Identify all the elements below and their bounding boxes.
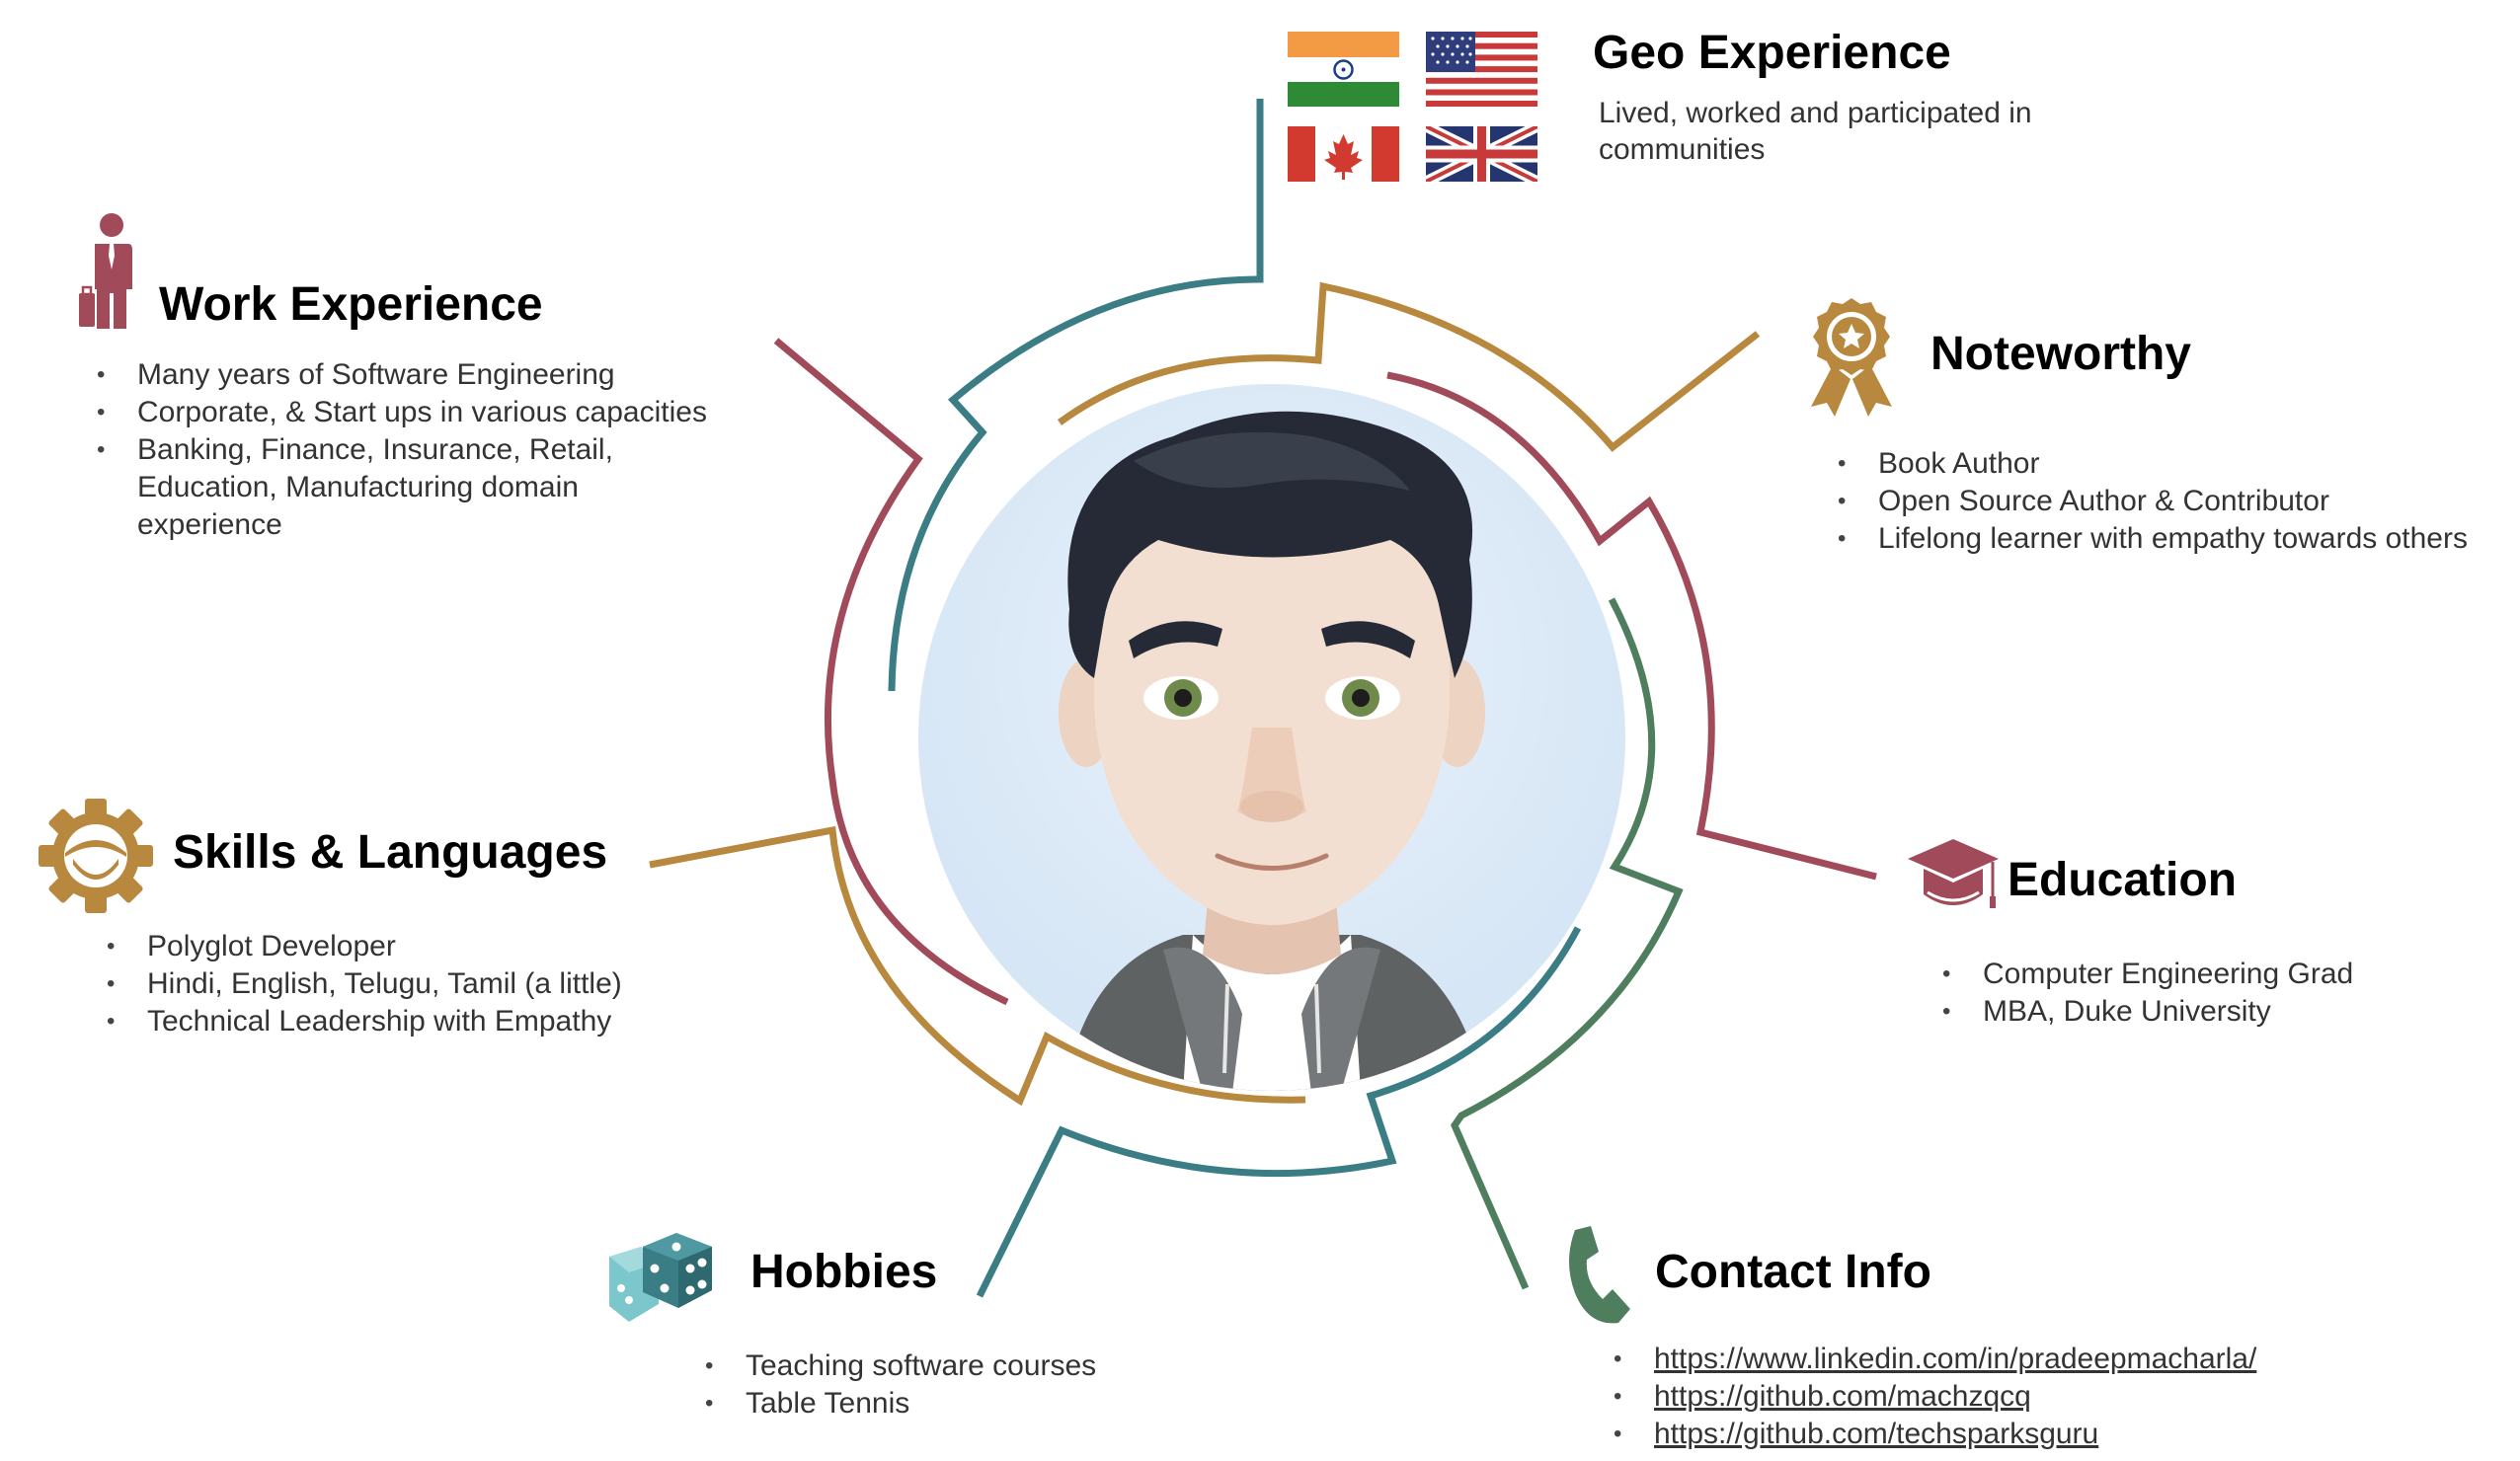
list-item: Computer Engineering Grad (1942, 956, 2456, 993)
list-item: Open Source Author & Contributor (1838, 483, 2519, 520)
hobbies-connector (976, 926, 1582, 1298)
noteworthy-title: Noteworthy (1930, 328, 2191, 380)
list-item: Polyglot Developer (107, 928, 739, 965)
profile-avatar (916, 382, 1627, 1093)
list-item: Teaching software courses (705, 1347, 1219, 1385)
usa-flag-icon (1426, 32, 1537, 107)
noteworthy-connector (1057, 281, 1761, 452)
list-item: Corporate, & Start ups in various capaci… (97, 394, 788, 431)
dice-icon (607, 1229, 714, 1328)
list-item: MBA, Duke University (1942, 993, 2456, 1031)
hobbies-list: Teaching software courses Table Tennis (705, 1347, 1219, 1423)
list-item: Technical Leadership with Empathy (107, 1003, 739, 1040)
github-link-item: https://github.com/techsparksguru (1614, 1416, 2502, 1453)
hobbies-title: Hobbies (750, 1246, 938, 1298)
list-item: Table Tennis (705, 1385, 1219, 1423)
skills-title: Skills & Languages (173, 826, 608, 879)
award-ribbon-icon (1803, 296, 1900, 417)
education-title: Education (2008, 854, 2238, 906)
github-techsparksguru-link[interactable]: https://github.com/techsparksguru (1654, 1418, 2099, 1450)
canada-flag-icon (1288, 126, 1399, 182)
list-item: Lifelong learner with empathy towards ot… (1838, 520, 2519, 558)
list-item: Hindi, English, Telugu, Tamil (a little) (107, 965, 739, 1003)
skills-connector (649, 825, 1306, 1107)
linkedin-link-item: https://www.linkedin.com/in/pradeepmacha… (1614, 1341, 2502, 1378)
list-item: Many years of Software Engineering (97, 356, 788, 394)
graduation-cap-icon (1906, 837, 2001, 918)
work-experience-title: Work Experience (159, 278, 543, 331)
contact-title: Contact Info (1655, 1246, 1931, 1298)
github-machzqcq-link[interactable]: https://github.com/machzqcq (1654, 1380, 2031, 1413)
businessman-icon (77, 212, 136, 329)
gear-icon (38, 798, 154, 914)
linkedin-link[interactable]: https://www.linkedin.com/in/pradeepmacha… (1654, 1343, 2257, 1375)
geo-connector (888, 99, 1264, 692)
list-item: Banking, Finance, Insurance, Retail, Edu… (97, 431, 730, 544)
india-flag-icon (1288, 32, 1399, 107)
uk-flag-icon (1423, 121, 1540, 187)
contact-connector (1451, 597, 1684, 1290)
work-connector (773, 338, 1009, 1006)
list-item: Book Author (1838, 445, 2519, 483)
contact-list: https://www.linkedin.com/in/pradeepmacha… (1614, 1341, 2502, 1453)
github-link-item: https://github.com/machzqcq (1614, 1378, 2502, 1416)
geo-experience-title: Geo Experience (1593, 27, 1951, 79)
phone-icon (1565, 1224, 1634, 1328)
geo-experience-description: Lived, worked and participated in commun… (1599, 97, 2032, 166)
skills-list: Polyglot Developer Hindi, English, Telug… (107, 928, 739, 1040)
noteworthy-list: Book Author Open Source Author & Contrib… (1838, 445, 2519, 558)
education-connector (1386, 371, 1877, 881)
education-list: Computer Engineering Grad MBA, Duke Univ… (1942, 956, 2456, 1031)
work-experience-list: Many years of Software Engineering Corpo… (97, 356, 788, 544)
